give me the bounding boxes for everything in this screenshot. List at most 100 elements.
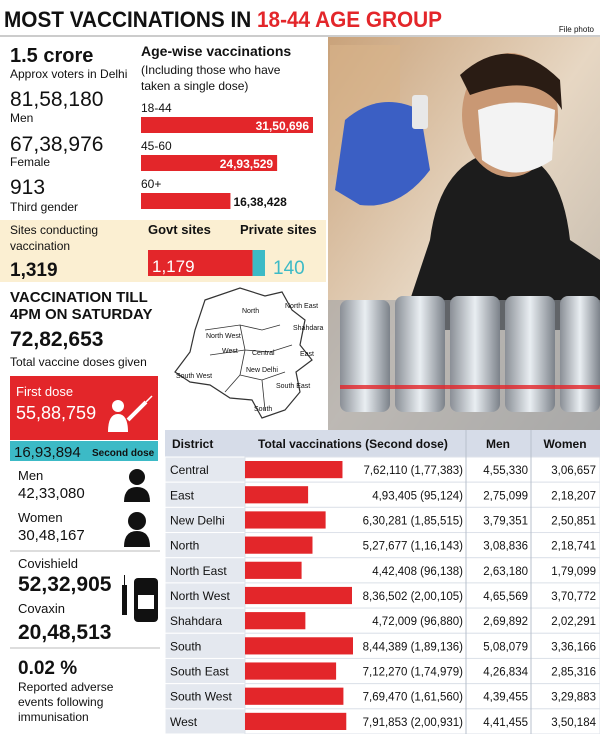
vaccine-icon	[122, 575, 158, 622]
table-header: District	[172, 437, 213, 451]
woman-icon	[124, 512, 150, 547]
voters-men: 81,58,180	[10, 88, 103, 111]
total-label: 4,93,405 (95,124)	[372, 490, 463, 502]
men-value: 42,33,080	[18, 485, 85, 502]
district-bar	[245, 561, 302, 579]
icon-head	[129, 469, 145, 485]
men-value: 4,55,330	[483, 465, 528, 477]
voters-female: 67,38,976	[10, 133, 103, 156]
women-value: 30,48,167	[18, 527, 85, 544]
voters-total: 1.5 crore	[10, 45, 93, 67]
vaccination-title: VACCINATION TILL	[10, 289, 148, 306]
voters-third-gender: 913	[10, 176, 45, 199]
women-value: 3,70,772	[551, 591, 596, 603]
age-subtitle: taken a single dose)	[141, 79, 248, 93]
map-label: North East	[285, 303, 318, 310]
district-name: North	[170, 539, 199, 553]
sites-label: vaccination	[10, 239, 70, 253]
man-icon	[124, 469, 150, 502]
map-labels: North North East Shahdara North West Central…	[176, 303, 323, 413]
icon-head	[128, 512, 146, 530]
total-label: 4,72,009 (96,880)	[372, 616, 463, 628]
table-header: Men	[486, 437, 510, 451]
second-dose-value: 16,93,894	[14, 444, 81, 461]
vaccination-title: 4PM ON SATURDAY	[10, 306, 153, 323]
men-value: 2,69,892	[483, 616, 528, 628]
table-header: Women	[543, 437, 586, 451]
first-dose-label: First dose	[16, 384, 73, 399]
second-dose-label: Second dose	[92, 448, 155, 459]
photo-vial	[340, 300, 390, 412]
voters-third-gender-label: Third gender	[10, 200, 78, 214]
vaccination-total-label: Total vaccine doses given	[10, 355, 147, 369]
district-name: North East	[170, 564, 227, 578]
second-dose-box	[10, 441, 158, 461]
govt-value: 1,179	[152, 257, 195, 276]
district-cell	[164, 481, 246, 508]
district-name: Shahdara	[170, 614, 222, 628]
age-bar-label: 24,93,529	[220, 157, 274, 171]
district-name: New Delhi	[170, 513, 225, 527]
total-label: 5,27,677 (1,16,143)	[363, 541, 464, 553]
district-cell	[164, 657, 246, 685]
total-label: 6,30,281 (1,85,515)	[363, 515, 464, 527]
photo-vial	[450, 296, 500, 412]
title: MOST VACCINATIONS IN 18-44 AGE GROUP	[4, 7, 442, 32]
district-cell	[164, 632, 246, 659]
district-bar	[245, 461, 343, 479]
covaxin-label: Covaxin	[18, 601, 65, 616]
women-value: 1,79,099	[551, 566, 596, 578]
women-value: 3,50,184	[551, 717, 596, 729]
district-name: South	[170, 639, 201, 653]
men-value: 4,26,834	[483, 667, 528, 679]
adverse-label: events following	[18, 695, 103, 709]
photo-glove	[335, 102, 430, 206]
map-label: Shahdara	[293, 325, 323, 332]
map-label: South	[254, 406, 272, 413]
map-label: West	[222, 348, 238, 355]
men-value: 4,41,455	[483, 717, 528, 729]
adverse-label: immunisation	[18, 710, 89, 724]
adverse-value: 0.02 %	[18, 658, 77, 679]
age-bar	[141, 117, 313, 133]
map-label: Central	[252, 350, 275, 357]
icon-needle	[145, 395, 153, 403]
district-bar	[245, 712, 347, 730]
first-dose-box	[10, 376, 158, 440]
icon-body	[124, 487, 150, 502]
age-group-label: 45-60	[141, 139, 172, 153]
voters-men-label: Men	[10, 111, 33, 125]
women-label: Women	[18, 510, 63, 525]
photo-vial-held	[412, 95, 428, 129]
first-dose-value: 55,88,759	[16, 403, 96, 423]
photo-vial	[560, 296, 600, 412]
women-value: 2,85,316	[551, 667, 596, 679]
men-value: 5,08,079	[483, 641, 528, 653]
private-label: Private sites	[240, 222, 317, 237]
voters-female-label: Female	[10, 155, 50, 169]
age-group-label: 60+	[141, 177, 161, 191]
district-bar	[245, 637, 353, 655]
total-label: 8,36,502 (2,00,105)	[363, 591, 464, 603]
women-value: 3,36,166	[551, 641, 596, 653]
total-label: 8,44,389 (1,89,136)	[363, 641, 464, 653]
title-red: 18-44 AGE GROUP	[257, 7, 442, 32]
icon-syringe	[126, 400, 148, 422]
covishield-label: Covishield	[18, 556, 78, 571]
map-label: South West	[176, 373, 212, 380]
men-label: Men	[18, 468, 43, 483]
district-name: Central	[170, 463, 209, 477]
men-value: 4,65,569	[483, 591, 528, 603]
icon-vial-label	[138, 595, 154, 609]
map-borders	[204, 324, 293, 411]
map-label: South East	[276, 383, 310, 390]
district-bar	[245, 536, 313, 554]
row-bg	[244, 557, 600, 584]
district-bar	[245, 687, 344, 705]
total-label: 7,69,470 (1,61,560)	[363, 692, 464, 704]
women-value: 2,18,207	[551, 490, 596, 502]
age-title: Age-wise vaccinations	[141, 43, 291, 59]
icon-body	[108, 414, 128, 432]
